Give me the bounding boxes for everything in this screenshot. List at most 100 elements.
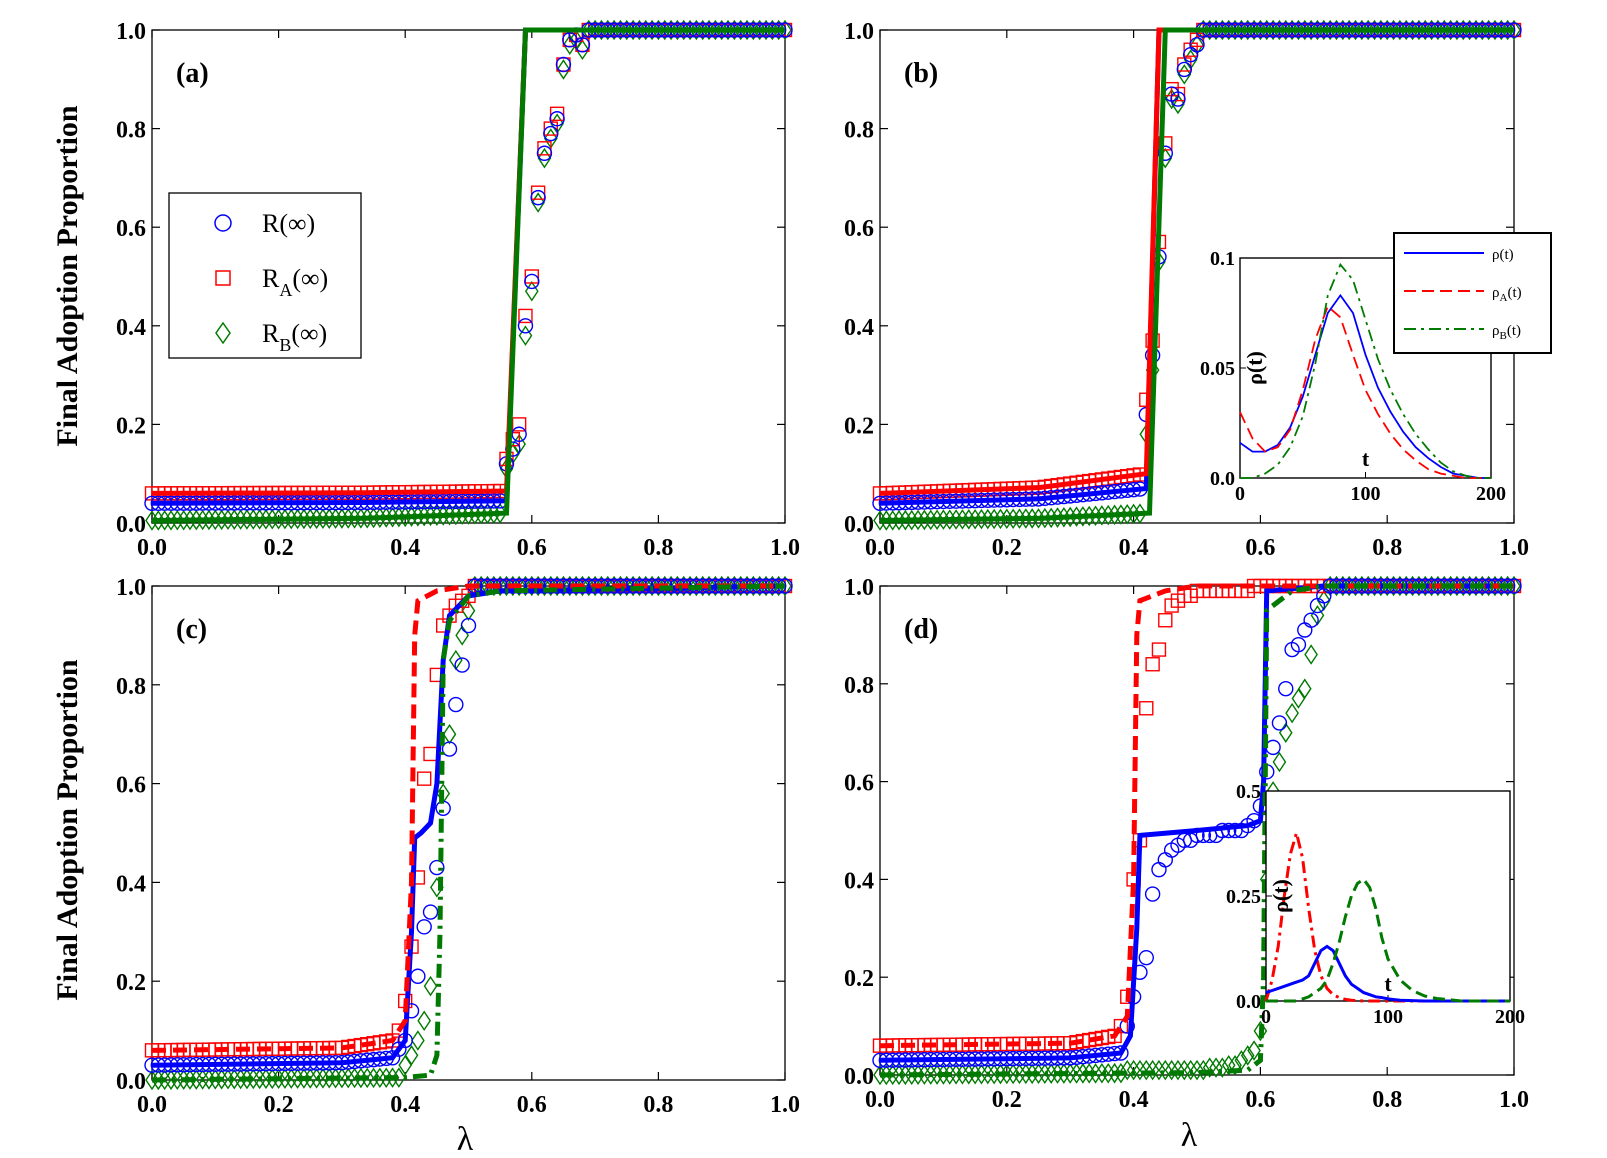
inset-y-label: ρ(t) <box>1268 879 1293 913</box>
marker-R <box>460 617 477 634</box>
marker-RB <box>145 1069 159 1091</box>
y-tick-label: 0.4 <box>844 868 874 894</box>
y-tick-label: 0.6 <box>116 773 146 799</box>
marker-RB <box>1082 1063 1097 1084</box>
marker-RB <box>778 19 792 41</box>
marker-RB <box>303 508 318 530</box>
marker-RB <box>942 1064 957 1085</box>
marker-RB <box>170 1069 185 1091</box>
marker-RB <box>423 505 438 527</box>
marker-RB <box>771 575 786 597</box>
marker-RB <box>259 509 273 530</box>
panel-d: 0.0 0.2 0.4 0.6 0.8 1.0 0.0 0.2 0.4 0.6 0.8 1.0 (d) 0… <box>844 575 1529 1113</box>
legend-label: RA(∞) <box>262 264 328 300</box>
marker-RB <box>1158 1059 1173 1081</box>
marker-RB <box>1221 19 1236 41</box>
marker-RB <box>1209 19 1223 41</box>
marker-RB <box>1405 575 1420 597</box>
marker-RB <box>1012 508 1027 529</box>
marker-RB <box>968 508 982 530</box>
marker-R <box>543 125 559 142</box>
marker-RB <box>1259 19 1274 41</box>
inset-frame <box>1265 790 1511 1002</box>
marker-R <box>1271 715 1288 731</box>
x-tick-label: 0.0 <box>865 535 895 561</box>
marker-RB <box>873 510 887 531</box>
marker-RB <box>328 508 343 529</box>
marker-RB <box>322 508 337 529</box>
inset-legend-label: ρB(t) <box>1492 323 1521 342</box>
marker-RA <box>537 141 552 156</box>
y-tick-label: 1.0 <box>844 575 874 601</box>
inset-x-tick-label: 0 <box>1235 483 1245 505</box>
marker-RB <box>1431 575 1445 597</box>
marker-RB <box>164 510 178 531</box>
marker-RB <box>1234 19 1249 41</box>
x-tick-label: 0.0 <box>137 535 167 561</box>
marker-RB <box>189 1069 204 1090</box>
marker-RB <box>999 1063 1014 1085</box>
inset-legend-tail: (t) <box>1507 323 1521 339</box>
marker-RB <box>613 575 628 597</box>
marker-RB <box>1291 19 1306 41</box>
x-axis-label-left: λ <box>457 1121 474 1158</box>
marker-RB <box>949 509 963 530</box>
inset-legend-box <box>1393 232 1552 354</box>
marker-RB <box>1063 506 1078 528</box>
marker-RB <box>670 575 685 597</box>
theory-lines <box>151 27 785 523</box>
theory-line-RA <box>151 583 785 1053</box>
panel-label: (c) <box>176 614 207 645</box>
marker-RB <box>246 1068 261 1090</box>
y-tick-label: 0.0 <box>116 512 146 538</box>
marker-RB <box>930 509 944 531</box>
marker-RB <box>1133 503 1147 524</box>
marker-RB <box>392 506 406 528</box>
marker-R <box>1176 61 1193 78</box>
marker-RB <box>297 508 311 530</box>
marker-RB <box>1399 575 1414 597</box>
marker-RB <box>252 509 267 530</box>
marker-RB <box>930 1064 944 1085</box>
marker-RB <box>1228 19 1242 41</box>
y-tick-label: 0.6 <box>116 216 146 242</box>
marker-RB <box>1253 1020 1268 1042</box>
marker-RB <box>335 1067 349 1089</box>
marker-RB <box>1088 1063 1103 1084</box>
marker-RB <box>1329 575 1344 597</box>
marker-R <box>574 37 591 53</box>
marker-RB <box>1469 575 1483 597</box>
marker-RB <box>1025 1063 1040 1085</box>
marker-RB <box>1012 1063 1027 1085</box>
marker-RB <box>486 503 501 524</box>
inset-plot: 0 100 200 0.0 0.25 0.5 t ρ(t) <box>1226 781 1525 1028</box>
marker-RB <box>575 575 590 597</box>
marker-RB <box>1494 575 1509 597</box>
marker-RB <box>746 575 761 597</box>
marker-RB <box>1323 19 1337 41</box>
y-tick-label: 0.8 <box>116 118 146 144</box>
marker-RB <box>1107 1062 1122 1084</box>
marker-RB <box>1018 1063 1033 1085</box>
marker-RB <box>398 506 413 528</box>
legend-tail: (∞) <box>292 264 328 293</box>
marker-RB <box>746 19 761 41</box>
marker-RB <box>1342 19 1357 41</box>
marker-RB <box>385 507 400 528</box>
marker-RB <box>176 1069 191 1090</box>
marker-RB <box>651 575 666 597</box>
x-tick-label: 0.8 <box>1372 1087 1402 1113</box>
marker-RB <box>1171 1059 1185 1081</box>
marker-RB <box>1354 19 1369 41</box>
marker-RB <box>917 509 932 531</box>
marker-RB <box>1291 688 1306 709</box>
marker-RB <box>1107 504 1122 526</box>
marker-RB <box>1209 1057 1223 1078</box>
marker-RB <box>1240 1045 1255 1066</box>
marker-RB <box>328 1067 343 1089</box>
marker-RB <box>208 509 223 531</box>
theory-line-RB <box>879 27 1514 523</box>
marker-RB <box>316 508 330 530</box>
marker-RB <box>278 508 292 530</box>
marker-RB <box>968 1064 982 1085</box>
